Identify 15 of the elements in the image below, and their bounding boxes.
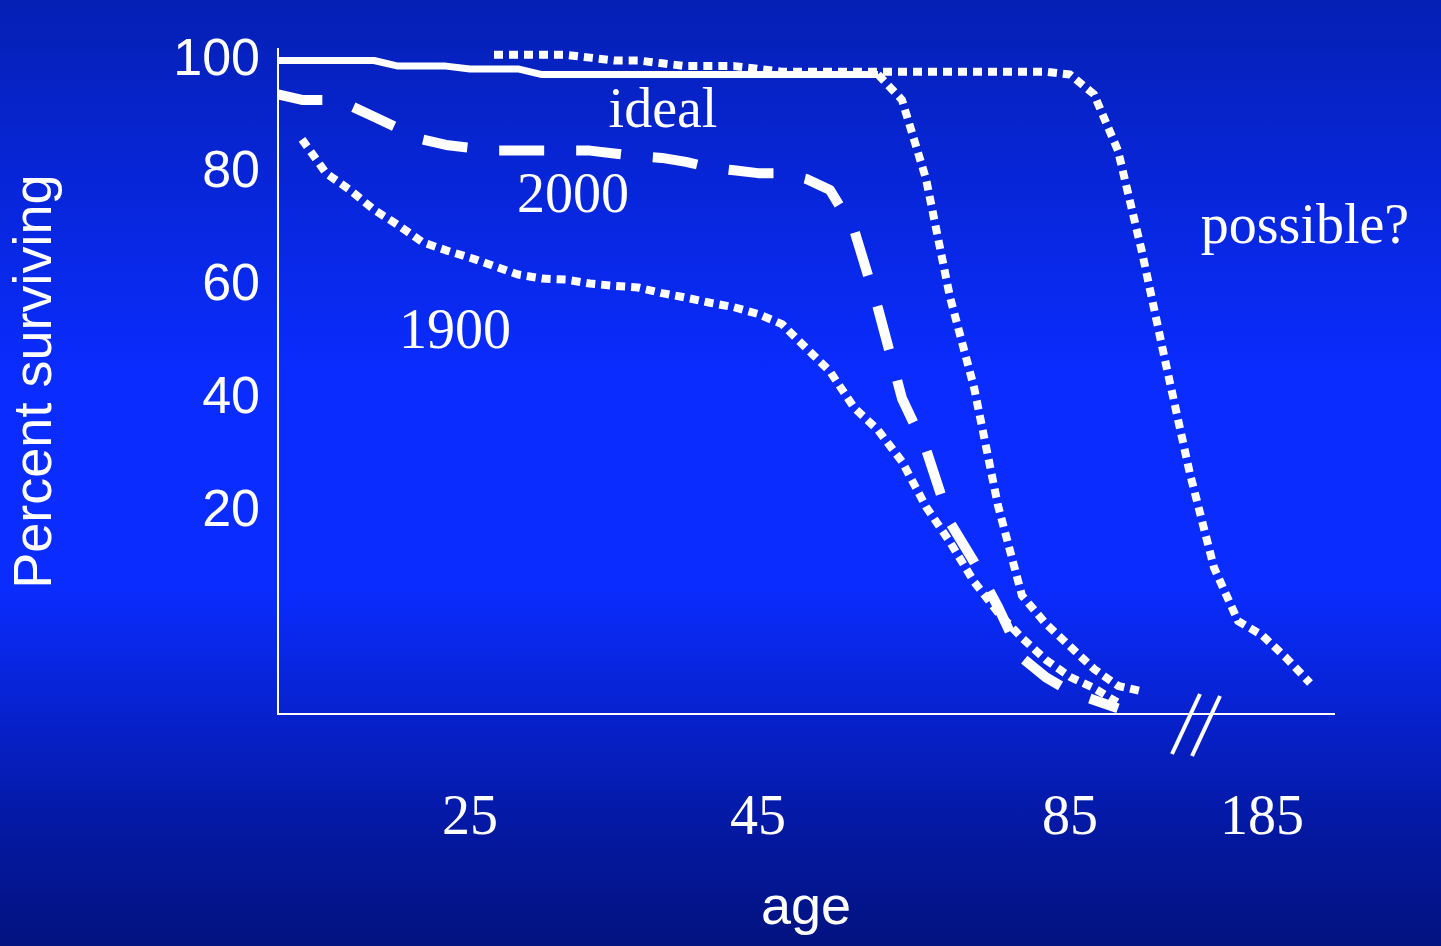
y-tick-label: 100 <box>173 27 260 86</box>
series-label: possible? <box>1200 192 1410 255</box>
y-tick-label: 60 <box>202 253 260 312</box>
x-axis-title: age <box>760 875 852 936</box>
x-tick-label: 185 <box>1220 784 1304 847</box>
y-tick-label: 40 <box>202 365 260 424</box>
x-tick-label: 45 <box>730 784 786 847</box>
y-tick-label: 80 <box>202 140 260 199</box>
x-tick-label: 25 <box>442 784 498 847</box>
x-tick-label: 85 <box>1042 784 1098 847</box>
series-label: 2000 <box>517 161 629 224</box>
series-label: ideal <box>608 76 718 139</box>
y-tick-label: 20 <box>202 478 260 537</box>
y-axis-title: Percent surviving <box>2 174 63 589</box>
series-label: 1900 <box>399 297 511 360</box>
